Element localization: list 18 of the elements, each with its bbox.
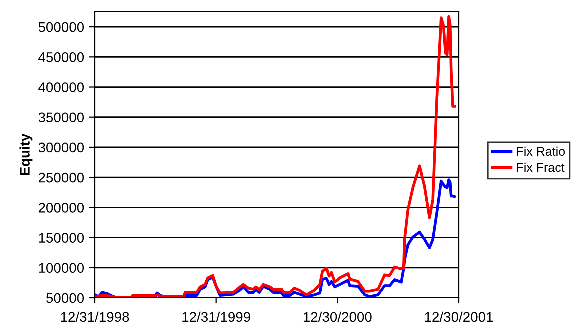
- y-tick-label: 350000: [38, 112, 84, 123]
- x-tick-label: 12/30/2000: [304, 312, 372, 322]
- y-axis-title: Equity: [20, 134, 33, 176]
- y-tick-label: 150000: [39, 233, 84, 243]
- legend-label: Fix Ratio: [517, 146, 566, 156]
- y-tick-label: 50000: [46, 293, 84, 304]
- x-tick-label: 12/31/1999: [182, 312, 250, 322]
- y-tick-label: 200000: [38, 203, 84, 213]
- y-tick-label: 100000: [39, 263, 84, 274]
- y-tick-label: 450000: [38, 52, 84, 62]
- y-tick-label: 250000: [38, 172, 84, 183]
- legend-label: Fix Fract: [517, 162, 565, 172]
- x-tick-label: 12/31/1998: [61, 312, 130, 322]
- y-tick-label: 400000: [38, 82, 84, 92]
- x-tick-label: 12/30/2001: [425, 312, 494, 322]
- y-tick-label: 300000: [38, 142, 84, 153]
- line-series: [95, 15, 456, 298]
- y-tick-label: 500000: [38, 22, 84, 32]
